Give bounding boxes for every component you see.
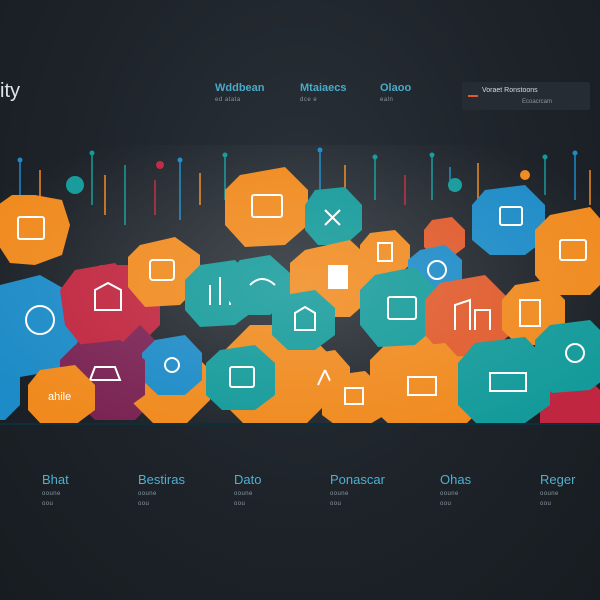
footer-title[interactable]: Reger — [540, 472, 576, 487]
footer-line: ooune — [234, 491, 253, 497]
header: ity Wddbean ed atata Mtaiaecs dce e Olao… — [0, 0, 600, 140]
panel-sub: Ecoacrcam — [522, 99, 553, 105]
footer-col-6[interactable]: Reger ooune oou — [540, 472, 575, 507]
footer-line: ooune — [540, 491, 559, 497]
footer-title[interactable]: Dato — [234, 472, 262, 487]
footer-col-1[interactable]: Bhat ooune oou — [42, 472, 69, 507]
header-panel[interactable]: Voraet Ronstoons Ecoacrcam — [462, 82, 590, 110]
footer-line: ooune — [440, 491, 459, 497]
divider — [0, 423, 600, 425]
accent-mark — [468, 95, 478, 97]
footer-line: oou — [234, 501, 246, 507]
footer-line: oou — [42, 501, 54, 507]
nav-sub: dce e — [300, 97, 318, 103]
nav-item-3[interactable]: Olaoo ealn — [380, 82, 411, 103]
glow-overlay — [0, 145, 600, 425]
footer-line: oou — [138, 501, 150, 507]
footer-line: ooune — [330, 491, 349, 497]
footer-line: ooune — [42, 491, 61, 497]
footer-col-2[interactable]: Bestiras ooune oou — [138, 472, 185, 507]
nav-sub: ealn — [380, 97, 394, 103]
nav-title[interactable]: Mtaiaecs — [300, 82, 347, 94]
footer-line: oou — [540, 501, 552, 507]
nav-item-1[interactable]: Wddbean ed atata — [215, 82, 265, 103]
footer-title[interactable]: Ponascar — [330, 472, 385, 487]
footer-line: ooune — [138, 491, 157, 497]
footer-col-5[interactable]: Ohas ooune oou — [440, 472, 471, 507]
icon-mosaic: ahile — [0, 145, 600, 425]
footer-line: oou — [440, 501, 452, 507]
nav-sub: ed atata — [215, 97, 241, 103]
footer-line: oou — [330, 501, 342, 507]
footer-title[interactable]: Ohas — [440, 472, 472, 487]
nav-title[interactable]: Olaoo — [380, 82, 412, 94]
footer-title[interactable]: Bestiras — [138, 472, 185, 487]
footer-col-4[interactable]: Ponascar ooune oou — [330, 472, 385, 507]
footer-title[interactable]: Bhat — [42, 472, 69, 487]
panel-title: Voraet Ronstoons — [482, 87, 538, 94]
brand-title: ity — [0, 80, 20, 102]
nav-title[interactable]: Wddbean — [215, 82, 265, 94]
footer-col-3[interactable]: Dato ooune oou — [234, 472, 261, 507]
nav-item-2[interactable]: Mtaiaecs dce e — [300, 82, 346, 103]
